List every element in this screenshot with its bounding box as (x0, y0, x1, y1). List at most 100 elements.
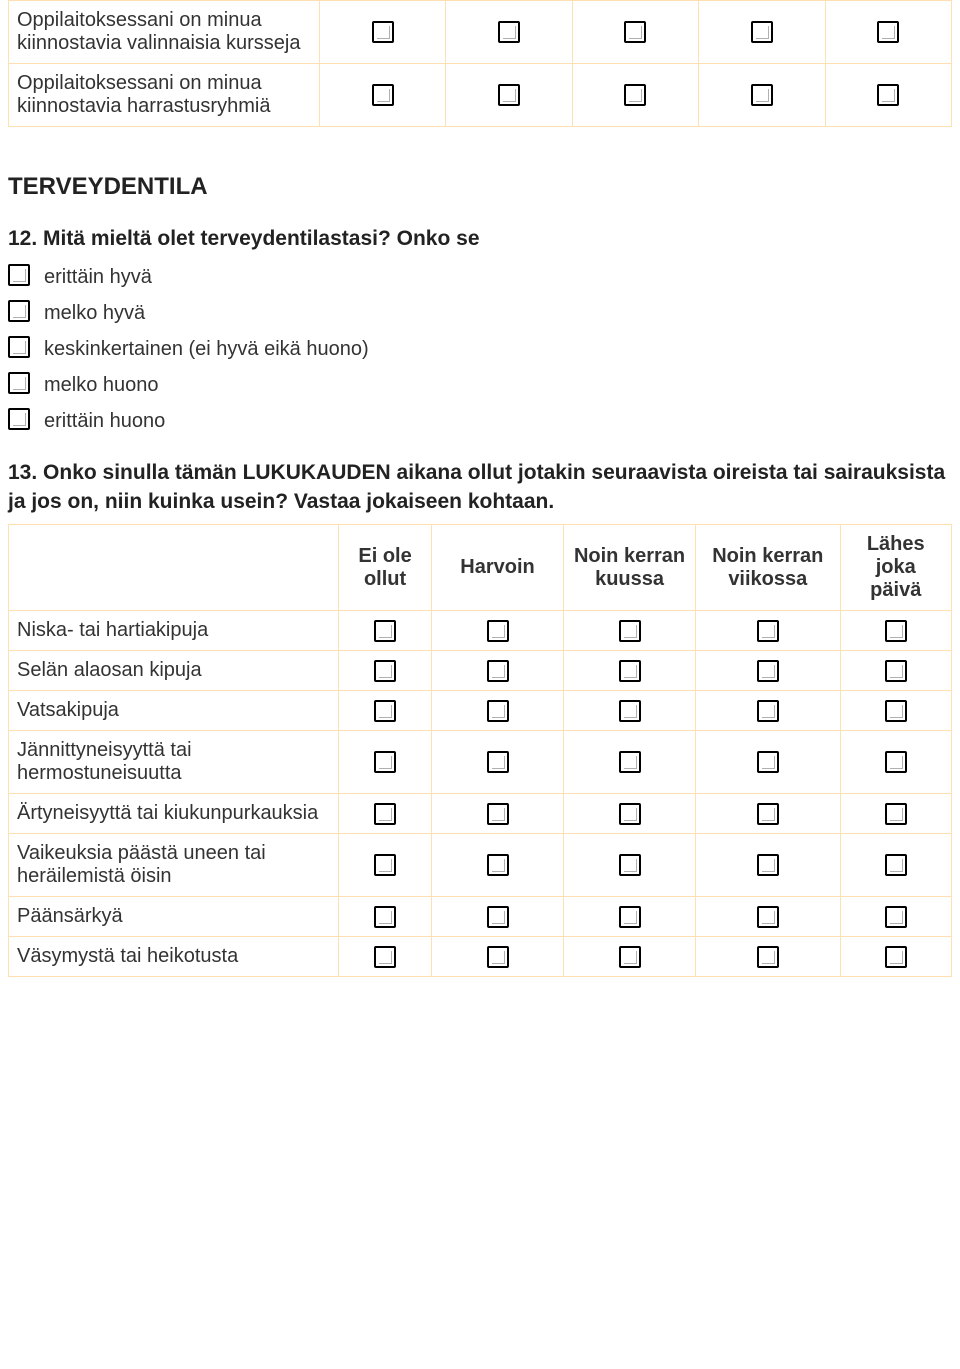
q13-column-header: Harvoin (431, 525, 563, 611)
q13-radio-r3-c1[interactable] (487, 751, 509, 773)
q13-radio-r7-c3-cell (696, 937, 840, 977)
q13-row: Vaikeuksia päästä uneen tai heräilemistä… (9, 834, 952, 897)
top-radio-r0-c1[interactable] (498, 21, 520, 43)
q12-option-label: erittäin huono (44, 405, 165, 437)
q13-radio-r2-c0[interactable] (374, 700, 396, 722)
top-radio-r1-c0-cell (319, 64, 445, 127)
top-radio-r1-c4[interactable] (877, 84, 899, 106)
top-radio-r1-c2[interactable] (624, 84, 646, 106)
q13-radio-r3-c3[interactable] (757, 751, 779, 773)
top-radio-r1-c3-cell (699, 64, 825, 127)
q13-radio-r0-c0-cell (339, 611, 432, 651)
q13-radio-r6-c3-cell (696, 897, 840, 937)
q13-radio-r7-c2-cell (564, 937, 696, 977)
q13-row: Väsymystä tai heikotusta (9, 937, 952, 977)
top-radio-r1-c0[interactable] (372, 84, 394, 106)
q13-radio-r1-c3-cell (696, 651, 840, 691)
q12-option-label: melko huono (44, 369, 159, 401)
top-radio-r0-c0[interactable] (372, 21, 394, 43)
q13-radio-r2-c3[interactable] (757, 700, 779, 722)
q13-radio-r6-c0[interactable] (374, 906, 396, 928)
q13-row: Selän alaosan kipuja (9, 651, 952, 691)
q13-radio-r5-c4[interactable] (885, 854, 907, 876)
q12-radio-1[interactable] (8, 300, 30, 322)
q12-option-list: erittäin hyvämelko hyväkeskinkertainen (… (8, 261, 952, 437)
q13-radio-r0-c1-cell (431, 611, 563, 651)
q13-radio-r6-c0-cell (339, 897, 432, 937)
q13-radio-r2-c0-cell (339, 691, 432, 731)
q13-radio-r0-c4-cell (840, 611, 951, 651)
q13-radio-r2-c1[interactable] (487, 700, 509, 722)
q13-radio-r1-c0[interactable] (374, 660, 396, 682)
q13-row: Niska- tai hartiakipuja (9, 611, 952, 651)
q13-radio-r6-c2-cell (564, 897, 696, 937)
q13-radio-r1-c4-cell (840, 651, 951, 691)
q13-row: Jännittyneisyyttä tai hermostuneisuutta (9, 731, 952, 794)
q13-radio-r2-c2[interactable] (619, 700, 641, 722)
q13-radio-r4-c1[interactable] (487, 803, 509, 825)
q12-radio-4[interactable] (8, 408, 30, 430)
top-radio-r0-c0-cell (319, 1, 445, 64)
q13-radio-r5-c0[interactable] (374, 854, 396, 876)
q12-option-label: erittäin hyvä (44, 261, 152, 293)
q13-radio-r3-c2[interactable] (619, 751, 641, 773)
q13-radio-r3-c0[interactable] (374, 751, 396, 773)
q13-row-label: Jännittyneisyyttä tai hermostuneisuutta (9, 731, 339, 794)
q12-radio-2[interactable] (8, 336, 30, 358)
q13-radio-r2-c1-cell (431, 691, 563, 731)
top-radio-r1-c3[interactable] (751, 84, 773, 106)
q13-radio-r0-c2[interactable] (619, 620, 641, 642)
q13-radio-r1-c4[interactable] (885, 660, 907, 682)
q13-radio-r7-c3[interactable] (757, 946, 779, 968)
top-radio-r1-c1-cell (446, 64, 572, 127)
q13-radio-r6-c3[interactable] (757, 906, 779, 928)
q13-column-header: Ei ole ollut (339, 525, 432, 611)
q13-radio-r7-c2[interactable] (619, 946, 641, 968)
q13-radio-r7-c4[interactable] (885, 946, 907, 968)
q13-radio-r0-c3[interactable] (757, 620, 779, 642)
q13-radio-r6-c2[interactable] (619, 906, 641, 928)
q13-radio-r7-c1[interactable] (487, 946, 509, 968)
q13-radio-r4-c1-cell (431, 794, 563, 834)
q13-radio-r4-c3[interactable] (757, 803, 779, 825)
q13-radio-r1-c3[interactable] (757, 660, 779, 682)
top-row: Oppilaitoksessani on minua kiinnostavia … (9, 64, 952, 127)
q13-radio-r0-c2-cell (564, 611, 696, 651)
q13-radio-r4-c0[interactable] (374, 803, 396, 825)
q13-radio-r7-c4-cell (840, 937, 951, 977)
top-row: Oppilaitoksessani on minua kiinnostavia … (9, 1, 952, 64)
q13-radio-r5-c1[interactable] (487, 854, 509, 876)
q13-radio-r3-c4[interactable] (885, 751, 907, 773)
q13-radio-r5-c3[interactable] (757, 854, 779, 876)
q13-radio-r5-c2[interactable] (619, 854, 641, 876)
top-radio-r0-c4[interactable] (877, 21, 899, 43)
q13-radio-r0-c0[interactable] (374, 620, 396, 642)
q13-radio-r1-c1[interactable] (487, 660, 509, 682)
top-radio-r0-c2[interactable] (624, 21, 646, 43)
q13-radio-r0-c4[interactable] (885, 620, 907, 642)
q13-radio-r4-c2[interactable] (619, 803, 641, 825)
q13-radio-r3-c3-cell (696, 731, 840, 794)
q13-radio-r6-c4-cell (840, 897, 951, 937)
q13-radio-r4-c0-cell (339, 794, 432, 834)
top-radio-r1-c1[interactable] (498, 84, 520, 106)
q13-radio-r6-c1[interactable] (487, 906, 509, 928)
q13-radio-r4-c4[interactable] (885, 803, 907, 825)
q13-radio-r6-c4[interactable] (885, 906, 907, 928)
q13-radio-r2-c4[interactable] (885, 700, 907, 722)
q13-radio-r7-c0[interactable] (374, 946, 396, 968)
q13-row: Päänsärkyä (9, 897, 952, 937)
q13-column-header: Lähes joka päivä (840, 525, 951, 611)
q13-radio-r5-c4-cell (840, 834, 951, 897)
q12-radio-3[interactable] (8, 372, 30, 394)
q13-radio-r1-c2-cell (564, 651, 696, 691)
q12-option: melko huono (8, 369, 952, 401)
q13-radio-r1-c0-cell (339, 651, 432, 691)
q12-option-label: melko hyvä (44, 297, 145, 329)
q13-radio-r0-c1[interactable] (487, 620, 509, 642)
top-radio-r0-c3[interactable] (751, 21, 773, 43)
section-heading: TERVEYDENTILA (8, 173, 952, 201)
q12-radio-0[interactable] (8, 264, 30, 286)
q13-radio-r4-c3-cell (696, 794, 840, 834)
q13-radio-r1-c2[interactable] (619, 660, 641, 682)
